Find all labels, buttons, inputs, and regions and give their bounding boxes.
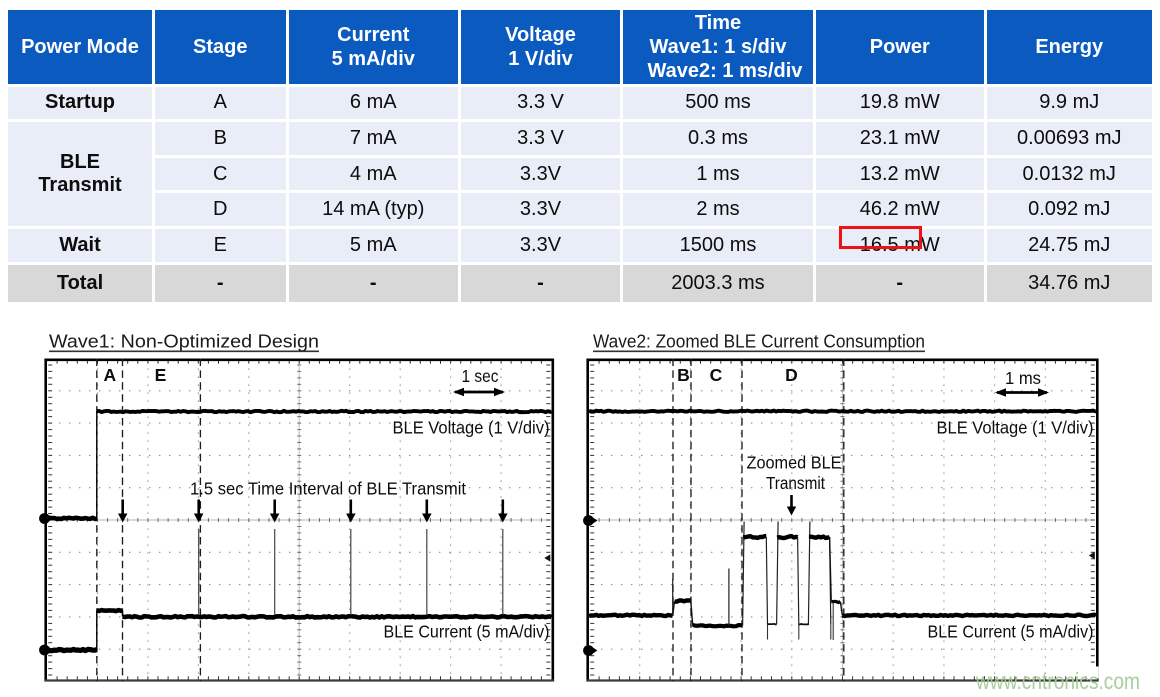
svg-text:Transmit: Transmit [766, 473, 825, 493]
svg-text:A: A [103, 365, 116, 385]
svg-text:BLE Voltage (1 V/div): BLE Voltage (1 V/div) [393, 418, 550, 438]
svg-text:BLE Current (5 mA/div): BLE Current (5 mA/div) [384, 622, 550, 642]
svg-text:Zoomed BLE: Zoomed BLE [747, 453, 842, 473]
svg-text:BLE Voltage (1 V/div): BLE Voltage (1 V/div) [937, 418, 1094, 438]
svg-text:Wave2: Zoomed BLE Current Cons: Wave2: Zoomed BLE Current Consumption [593, 332, 925, 352]
svg-text:1 ms: 1 ms [1005, 368, 1041, 388]
svg-text:1 sec: 1 sec [462, 366, 499, 386]
svg-text:Wave1: Non-Optimized Design: Wave1: Non-Optimized Design [49, 332, 319, 352]
svg-text:BLE Current (5 mA/div): BLE Current (5 mA/div) [928, 622, 1094, 642]
svg-text:www.cntronics.com: www.cntronics.com [975, 668, 1140, 694]
svg-text:B: B [677, 365, 690, 385]
svg-text:C: C [710, 365, 723, 385]
svg-text:1.5 sec Time Interval of BLE T: 1.5 sec Time Interval of BLE Transmit [190, 479, 466, 499]
svg-text:E: E [155, 365, 167, 385]
svg-text:D: D [785, 365, 798, 385]
